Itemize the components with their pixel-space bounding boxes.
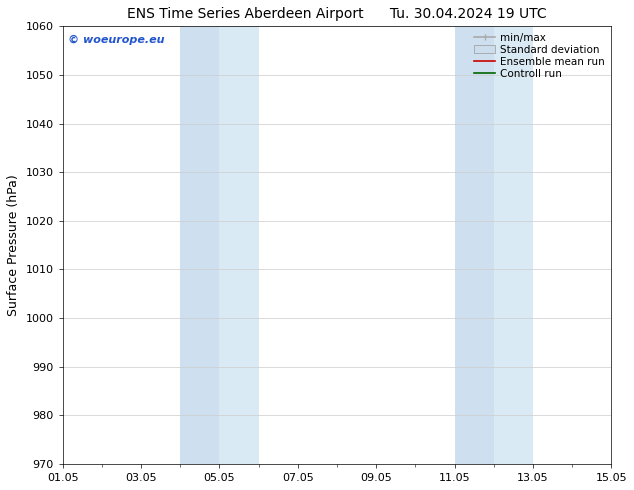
Title: ENS Time Series Aberdeen Airport      Tu. 30.04.2024 19 UTC: ENS Time Series Aberdeen Airport Tu. 30.… — [127, 7, 547, 21]
Bar — [455, 26, 494, 464]
Bar — [180, 26, 219, 464]
Bar — [494, 26, 533, 464]
Bar — [219, 26, 259, 464]
Legend: min/max, Standard deviation, Ensemble mean run, Controll run: min/max, Standard deviation, Ensemble me… — [470, 28, 609, 83]
Y-axis label: Surface Pressure (hPa): Surface Pressure (hPa) — [7, 174, 20, 316]
Text: © woeurope.eu: © woeurope.eu — [68, 35, 165, 45]
